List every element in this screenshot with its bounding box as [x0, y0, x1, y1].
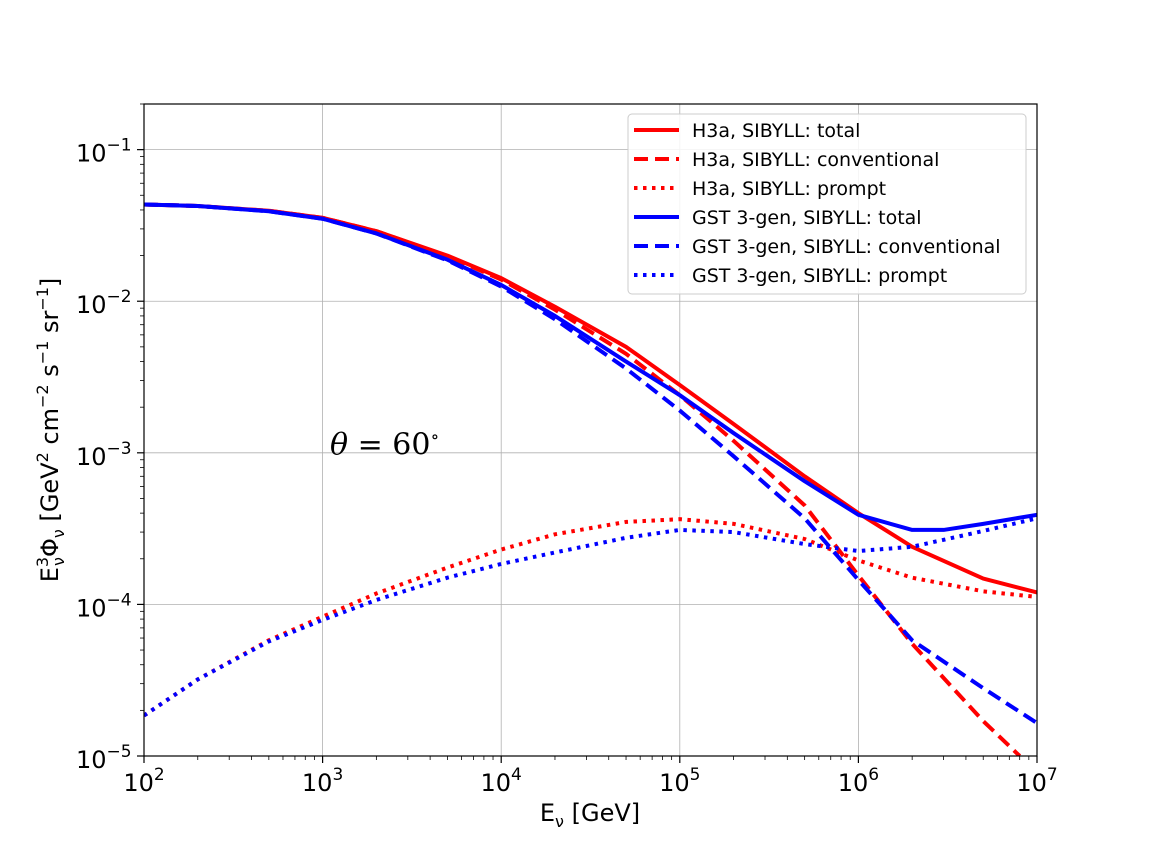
x-tick-label: 103: [302, 765, 343, 797]
x-tick-label: 104: [481, 765, 522, 797]
y-tick-label: 10−3: [76, 439, 132, 471]
y-axis-label: E3νΦν [GeV2 cm−2 s−1 sr−1]: [33, 278, 68, 583]
legend-label: H3a, SIBYLL: total: [692, 120, 860, 142]
series-line: [144, 517, 1037, 718]
series-line: [144, 202, 1037, 725]
angle-annotation: θ = 60∘: [330, 427, 439, 463]
series-line: [144, 202, 1037, 532]
legend: H3a, SIBYLL: total H3a, SIBYLL: conventio…: [627, 113, 1027, 295]
x-tick-label: 107: [1016, 765, 1057, 797]
major-ticks: [137, 149, 1038, 763]
legend-label: H3a, SIBYLL: prompt: [692, 178, 886, 200]
series-line: [144, 516, 1037, 718]
legend-label: GST 3-gen, SIBYLL: prompt: [692, 265, 947, 287]
series-layer: [144, 202, 1037, 756]
y-tick-label: 10−1: [76, 136, 132, 168]
x-tick-labels: 102 103 104 105 106 107: [123, 765, 1057, 797]
x-axis-label: Eν [GeV]: [540, 799, 640, 831]
legend-label: GST 3-gen, SIBYLL: total: [692, 207, 922, 229]
y-tick-labels: 10−1 10−2 10−3 10−4 10−5: [76, 136, 132, 774]
y-tick-label: 10−2: [76, 287, 132, 319]
legend-label: GST 3-gen, SIBYLL: conventional: [692, 236, 1001, 258]
x-tick-label: 102: [123, 765, 164, 797]
plot-frame: [143, 103, 1038, 757]
x-tick-label: 105: [659, 765, 700, 797]
legend-label: H3a, SIBYLL: conventional: [692, 149, 939, 171]
y-tick-label: 10−5: [76, 742, 132, 774]
x-tick-label: 106: [838, 765, 879, 797]
y-tick-label: 10−4: [76, 590, 132, 622]
legend-box: [627, 113, 1027, 295]
minor-ticks: [140, 103, 1030, 760]
